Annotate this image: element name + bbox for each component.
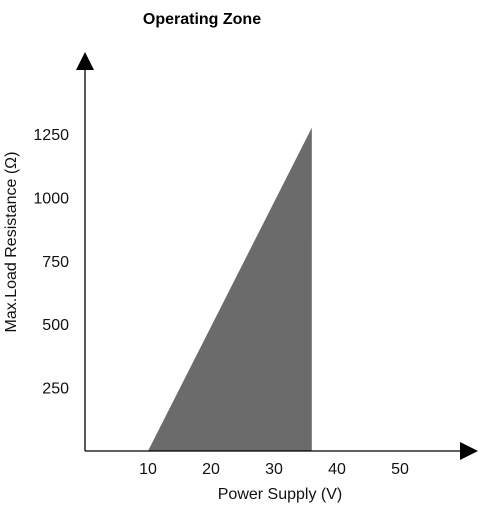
y-tick-labels: 250 500 750 1000 1250 xyxy=(33,127,69,398)
x-axis-label: Power Supply (V) xyxy=(218,486,343,503)
x-tick-label: 40 xyxy=(328,461,346,478)
y-tick-label: 500 xyxy=(42,317,69,334)
y-tick-label: 250 xyxy=(42,381,69,398)
x-tick-label: 10 xyxy=(139,461,157,478)
x-tick-labels: 10 20 30 40 50 xyxy=(139,461,409,478)
axes xyxy=(76,52,478,460)
x-tick-label: 30 xyxy=(265,461,283,478)
operating-zone-area xyxy=(148,127,312,451)
y-axis-label: Max.Load Resistance (Ω) xyxy=(3,152,20,333)
x-axis-arrow-icon xyxy=(460,442,478,460)
plot-area xyxy=(148,127,312,451)
x-tick-label: 50 xyxy=(391,461,409,478)
y-axis-arrow-icon xyxy=(76,52,94,70)
y-tick-label: 1000 xyxy=(33,190,69,207)
y-tick-label: 750 xyxy=(42,254,69,271)
chart-title: Operating Zone xyxy=(143,11,261,28)
x-tick-label: 20 xyxy=(202,461,220,478)
y-tick-label: 1250 xyxy=(33,127,69,144)
